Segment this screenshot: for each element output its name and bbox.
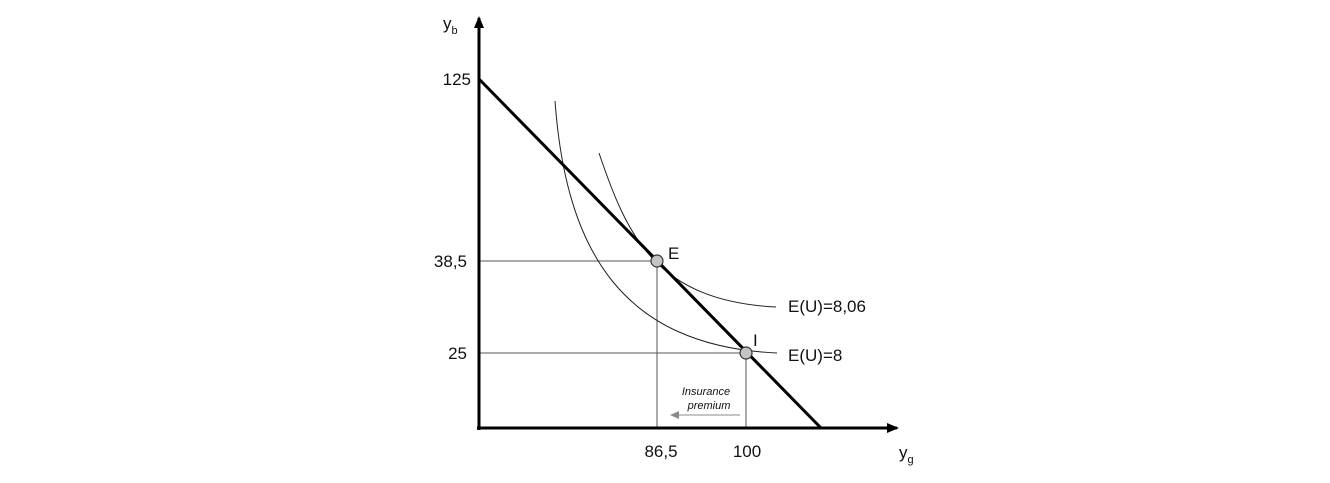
x-tick-100: 100 xyxy=(733,442,761,461)
premium-note-line2: premium xyxy=(687,400,731,412)
point-e-marker xyxy=(650,254,664,268)
y-tick-38-5: 38,5 xyxy=(434,252,467,271)
y-axis-title: yb xyxy=(443,14,458,37)
point-i-label: I xyxy=(753,331,758,350)
y-tick-125: 125 xyxy=(443,70,471,89)
premium-note-line1: Insurance xyxy=(682,386,730,398)
x-axis-title: yg xyxy=(899,443,914,466)
budget-line xyxy=(477,77,823,430)
indifference-curve-lower xyxy=(554,100,778,354)
y-tick-25: 25 xyxy=(448,344,467,363)
curve-label-upper: E(U)=8,06 xyxy=(788,297,866,316)
curve-label-lower: E(U)=8 xyxy=(788,346,842,365)
point-i-marker xyxy=(739,346,753,360)
point-e-label: E xyxy=(668,244,679,263)
x-tick-86-5: 86,5 xyxy=(644,442,677,461)
